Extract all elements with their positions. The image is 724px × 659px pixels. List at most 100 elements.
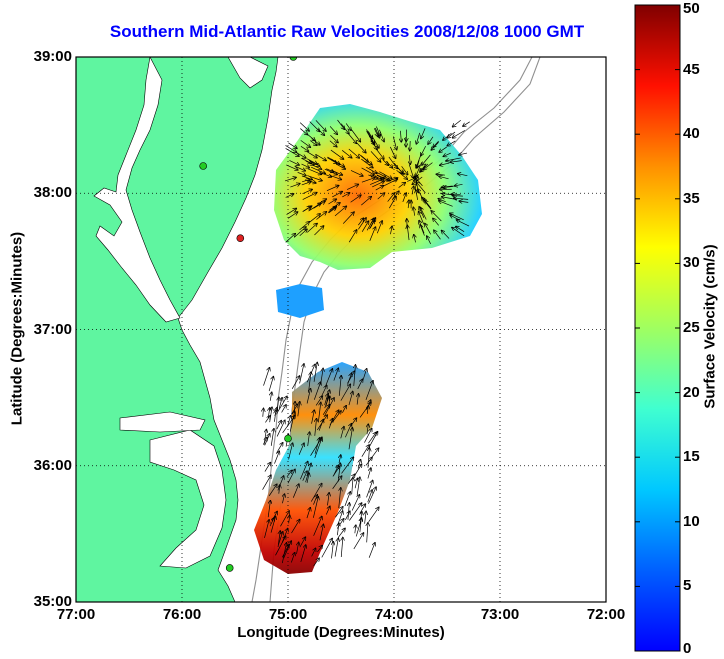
velocity-arrow [300, 545, 306, 563]
velocity-arrow [351, 495, 359, 511]
velocity-arrow [309, 214, 321, 223]
velocity-arrow [361, 197, 371, 206]
velocity-arrow [376, 221, 382, 234]
velocity-arrow [439, 176, 449, 179]
velocity-arrow [267, 501, 270, 518]
velocity-arrow [325, 506, 330, 515]
velocity-field-north [274, 104, 482, 270]
velocity-arrow [419, 220, 425, 234]
velocity-arrow [382, 159, 389, 165]
x-axis-label: Longitude (Degrees:Minutes) [237, 624, 445, 641]
velocity-arrow [421, 128, 426, 138]
velocity-arrow [290, 184, 300, 188]
velocity-arrow [262, 475, 271, 490]
velocity-arrow [353, 533, 364, 550]
velocity-arrow [398, 183, 406, 188]
velocity-arrow [345, 424, 351, 438]
velocity-arrow [416, 182, 426, 194]
velocity-arrow [285, 194, 294, 198]
velocity-arrow [356, 477, 360, 496]
velocity-arrow [337, 528, 345, 538]
latitude-tick-label: 35:00 [33, 593, 72, 610]
velocity-arrow [281, 405, 286, 413]
velocity-arrow [357, 394, 358, 405]
velocity-arrow [454, 184, 463, 186]
velocity-arrow [302, 179, 310, 182]
velocity-arrow [328, 199, 336, 205]
velocity-arrow [321, 538, 332, 558]
velocity-arrow [306, 151, 317, 158]
colorbar-tick-label: 25 [683, 319, 700, 336]
velocity-arrow [315, 154, 326, 160]
velocity-arrow [339, 488, 341, 509]
velocity-arrow [342, 406, 346, 413]
velocity-arrow [275, 396, 287, 415]
velocity-arrow [368, 507, 379, 522]
velocity-arrow [282, 494, 284, 504]
velocity-arrow [274, 410, 276, 422]
velocity-arrow [291, 376, 299, 390]
velocity-arrow [292, 484, 299, 498]
velocity-arrow [324, 394, 328, 405]
velocity-arrow [283, 541, 292, 559]
velocity-arrow [352, 478, 353, 495]
velocity-arrow [299, 122, 309, 131]
velocity-arrow [379, 129, 384, 142]
velocity-arrow [391, 191, 399, 201]
longitude-tick-label: 75:00 [268, 606, 308, 623]
velocity-arrow [307, 175, 322, 181]
velocity-arrow [341, 457, 354, 474]
velocity-arrow [263, 368, 270, 386]
colorbar-tick-label: 40 [683, 125, 700, 143]
velocity-arrow [344, 492, 350, 507]
velocity-arrow [360, 518, 362, 533]
velocity-arrow [327, 493, 329, 506]
velocity-arrow [348, 230, 357, 243]
velocity-arrow [365, 511, 366, 524]
velocity-arrow [331, 158, 344, 167]
velocity-arrow [324, 397, 329, 409]
velocity-arrow [365, 381, 373, 401]
velocity-arrow [368, 487, 376, 504]
velocity-arrow [336, 519, 344, 529]
velocity-arrow [345, 123, 351, 130]
velocity-arrow [289, 515, 290, 524]
colorbar-tick-label: 45 [683, 60, 700, 78]
velocity-arrow [361, 445, 369, 457]
colorbar-ticks [635, 4, 680, 652]
velocity-arrow [414, 235, 416, 243]
velocity-arrow [439, 146, 447, 152]
chesapeake-bay [93, 57, 181, 323]
velocity-arrow [358, 460, 361, 469]
velocity-arrow [349, 503, 361, 521]
velocity-arrow [334, 206, 346, 217]
velocity-arrow [376, 172, 386, 176]
velocity-arrow [410, 141, 411, 151]
velocity-arrow [369, 220, 374, 229]
velocity-arrow [416, 132, 421, 144]
velocity-arrow [408, 164, 413, 178]
velocity-arrow [348, 391, 353, 406]
velocity-arrow [301, 163, 310, 168]
velocity-field-south [254, 362, 382, 574]
velocity-arrow [452, 227, 465, 237]
colorbar-tick-label: 10 [683, 512, 700, 530]
velocity-arrow [359, 402, 371, 418]
velocity-arrow [329, 203, 340, 211]
velocity-arrow [368, 432, 376, 444]
velocity-arrow [443, 152, 451, 156]
velocity-arrow [371, 174, 382, 179]
velocity-arrow [420, 163, 427, 172]
velocity-arrow [443, 186, 454, 187]
velocity-arrow [311, 166, 325, 173]
velocity-arrow [447, 140, 456, 146]
velocity-arrow [431, 142, 439, 150]
velocity-arrow [330, 149, 344, 159]
velocity-arrow [310, 483, 322, 502]
velocity-arrow [361, 167, 375, 175]
velocity-arrow [368, 543, 375, 558]
velocity-arrow [351, 129, 360, 142]
velocity-arrow [339, 455, 341, 464]
velocity-arrow [388, 156, 398, 169]
velocity-arrow [315, 419, 317, 436]
